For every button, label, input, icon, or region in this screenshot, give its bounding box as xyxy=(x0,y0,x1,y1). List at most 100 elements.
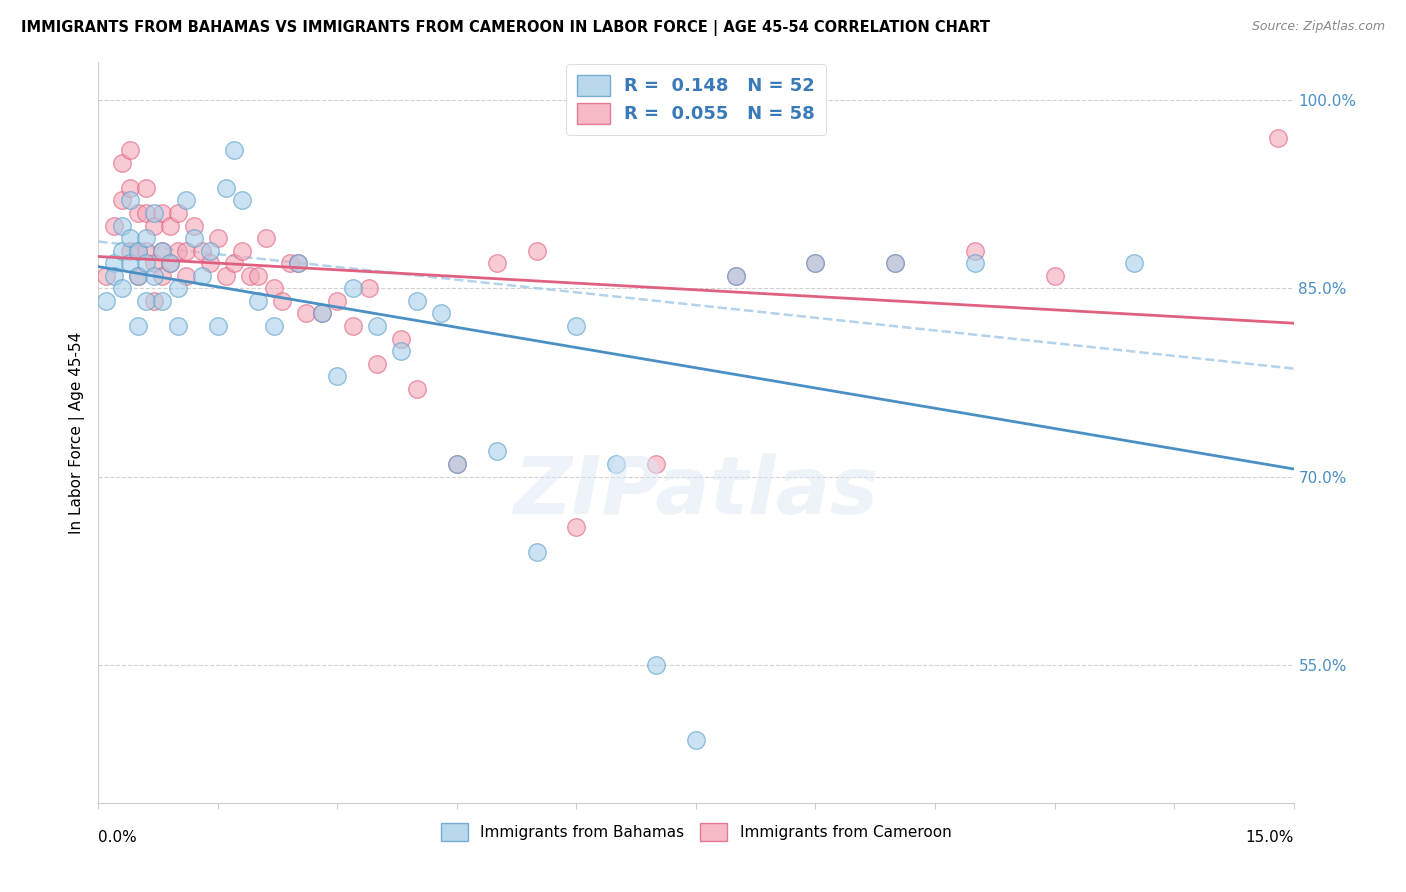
Point xyxy=(366,318,388,333)
Point xyxy=(270,293,292,308)
Point xyxy=(135,256,157,270)
Point xyxy=(150,206,173,220)
Point xyxy=(724,268,747,283)
Point xyxy=(1123,256,1146,270)
Point xyxy=(150,268,173,283)
Point xyxy=(605,457,627,471)
Point xyxy=(645,457,668,471)
Point xyxy=(111,244,134,258)
Point xyxy=(526,244,548,258)
Point xyxy=(96,293,118,308)
Point xyxy=(1043,268,1066,283)
Point xyxy=(263,281,285,295)
Point xyxy=(111,219,134,233)
Point xyxy=(207,318,229,333)
Point xyxy=(103,219,125,233)
Point xyxy=(565,318,588,333)
Point xyxy=(183,231,205,245)
Point xyxy=(485,444,508,458)
Point xyxy=(103,256,125,270)
Point xyxy=(804,256,827,270)
Point xyxy=(406,293,429,308)
Point xyxy=(884,256,907,270)
Point xyxy=(174,244,197,258)
Point xyxy=(127,268,149,283)
Point xyxy=(254,231,277,245)
Text: 0.0%: 0.0% xyxy=(98,830,138,845)
Point xyxy=(159,219,181,233)
Point xyxy=(326,369,349,384)
Point xyxy=(263,318,285,333)
Point xyxy=(326,293,349,308)
Point xyxy=(198,256,221,270)
Point xyxy=(645,657,668,672)
Point xyxy=(215,268,238,283)
Point xyxy=(127,244,149,258)
Point xyxy=(150,244,173,258)
Point xyxy=(565,520,588,534)
Point xyxy=(174,268,197,283)
Point xyxy=(963,244,986,258)
Point xyxy=(191,244,214,258)
Point xyxy=(135,181,157,195)
Point xyxy=(222,256,245,270)
Point xyxy=(222,143,245,157)
Y-axis label: In Labor Force | Age 45-54: In Labor Force | Age 45-54 xyxy=(69,332,86,533)
Point xyxy=(311,306,333,320)
Point xyxy=(111,156,134,170)
Text: Source: ZipAtlas.com: Source: ZipAtlas.com xyxy=(1251,20,1385,33)
Point xyxy=(963,256,986,270)
Point xyxy=(287,256,309,270)
Point xyxy=(143,293,166,308)
Point xyxy=(150,293,173,308)
Point xyxy=(406,382,429,396)
Point xyxy=(685,733,707,747)
Point xyxy=(287,256,309,270)
Point xyxy=(143,256,166,270)
Point xyxy=(239,268,262,283)
Point xyxy=(342,318,364,333)
Point xyxy=(167,281,190,295)
Point xyxy=(143,206,166,220)
Point xyxy=(215,181,238,195)
Point xyxy=(111,281,134,295)
Point xyxy=(143,219,166,233)
Point xyxy=(359,281,381,295)
Point xyxy=(342,281,364,295)
Point xyxy=(135,293,157,308)
Point xyxy=(120,231,142,245)
Legend: Immigrants from Bahamas, Immigrants from Cameroon: Immigrants from Bahamas, Immigrants from… xyxy=(434,817,957,847)
Point xyxy=(884,256,907,270)
Point xyxy=(311,306,333,320)
Point xyxy=(167,244,190,258)
Text: IMMIGRANTS FROM BAHAMAS VS IMMIGRANTS FROM CAMEROON IN LABOR FORCE | AGE 45-54 C: IMMIGRANTS FROM BAHAMAS VS IMMIGRANTS FR… xyxy=(21,20,990,36)
Point xyxy=(191,268,214,283)
Point xyxy=(159,256,181,270)
Point xyxy=(246,293,269,308)
Point xyxy=(120,143,142,157)
Point xyxy=(96,268,118,283)
Point xyxy=(120,194,142,208)
Text: 15.0%: 15.0% xyxy=(1246,830,1294,845)
Point xyxy=(366,357,388,371)
Point xyxy=(150,244,173,258)
Text: ZIPatlas: ZIPatlas xyxy=(513,453,879,531)
Point xyxy=(135,206,157,220)
Point xyxy=(135,244,157,258)
Point xyxy=(111,194,134,208)
Point xyxy=(103,268,125,283)
Point xyxy=(135,231,157,245)
Point xyxy=(446,457,468,471)
Point xyxy=(198,244,221,258)
Point xyxy=(120,256,142,270)
Point xyxy=(159,256,181,270)
Point xyxy=(294,306,316,320)
Point xyxy=(389,331,412,345)
Point xyxy=(724,268,747,283)
Point xyxy=(127,244,149,258)
Point xyxy=(485,256,508,270)
Point xyxy=(120,244,142,258)
Point xyxy=(127,206,149,220)
Point xyxy=(804,256,827,270)
Point xyxy=(174,194,197,208)
